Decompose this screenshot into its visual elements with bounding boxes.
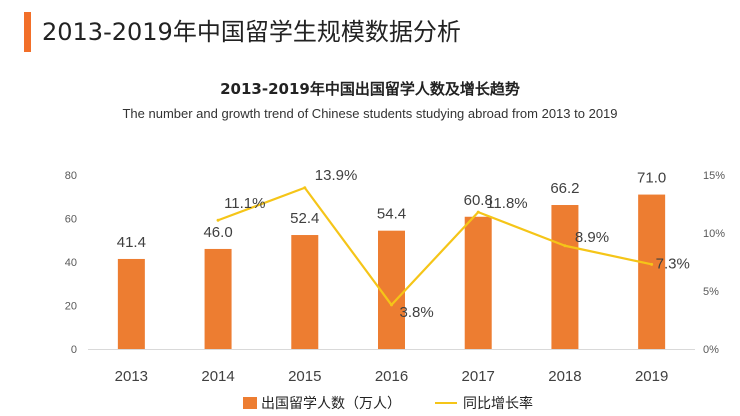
x-tick-label: 2016 — [375, 368, 408, 385]
bar-data-label: 41.4 — [117, 234, 146, 251]
line-point — [303, 186, 307, 190]
x-tick-label: 2019 — [635, 368, 668, 385]
line-data-label: 11.1% — [224, 195, 265, 212]
bar-data-label: 54.4 — [377, 206, 406, 223]
y-left-tick-label: 80 — [65, 170, 77, 182]
line-data-label: 11.8% — [486, 195, 527, 212]
y-left-tick-label: 0 — [71, 344, 77, 356]
line-data-label: 7.3% — [656, 255, 690, 272]
bar — [117, 258, 145, 349]
x-tick-label: 2014 — [201, 368, 234, 385]
bar-data-label: 66.2 — [550, 180, 579, 197]
legend-bar-swatch — [243, 397, 257, 409]
line-point — [390, 303, 393, 307]
line-data-label: 3.8% — [400, 304, 434, 321]
line-point — [650, 262, 654, 266]
bar — [638, 194, 666, 349]
page-title: 2013-2019年中国留学生规模数据分析 — [42, 18, 461, 46]
title-accent-bar — [24, 12, 31, 52]
x-tick-label: 2017 — [462, 368, 495, 385]
line-data-label: 8.9% — [575, 229, 609, 246]
bar — [204, 248, 232, 349]
bar — [464, 216, 492, 349]
bar-data-label: 60.8 — [464, 192, 493, 209]
x-tick-label: 2015 — [288, 368, 321, 385]
y-left-tick-label: 60 — [65, 214, 77, 226]
bar-data-label: 52.4 — [290, 210, 319, 227]
y-right-tick-label: 10% — [703, 228, 725, 240]
line-point — [476, 210, 480, 214]
legend-line-swatch — [435, 402, 457, 404]
bar — [378, 230, 405, 349]
legend-line-label: 同比增长率 — [463, 396, 533, 412]
growth-rate-line — [217, 186, 652, 307]
y-right-tick-label: 0% — [703, 344, 719, 356]
chart-legend: 出国留学人数（万人） 同比增长率 — [243, 393, 533, 413]
y-left-tick-label: 20 — [65, 301, 77, 313]
legend-bar-label: 出国留学人数（万人） — [261, 396, 401, 412]
y-right-tick-label: 5% — [703, 286, 719, 298]
x-tick-label: 2018 — [548, 368, 581, 385]
bar — [551, 205, 579, 349]
y-right-tick-label: 15% — [703, 170, 725, 182]
chart-title: 2013-2019年中国出国留学人数及增长趋势 — [220, 80, 520, 98]
bar — [291, 235, 319, 349]
line-data-label: 13.9% — [315, 167, 358, 184]
line-point — [216, 218, 220, 222]
y-left-tick-label: 40 — [65, 257, 77, 269]
chart-subtitle: The number and growth trend of Chinese s… — [122, 106, 618, 121]
bar-data-label: 71.0 — [637, 170, 666, 187]
line-point — [563, 244, 567, 248]
x-tick-label: 2013 — [115, 368, 148, 385]
bar-data-label: 46.0 — [203, 224, 232, 241]
